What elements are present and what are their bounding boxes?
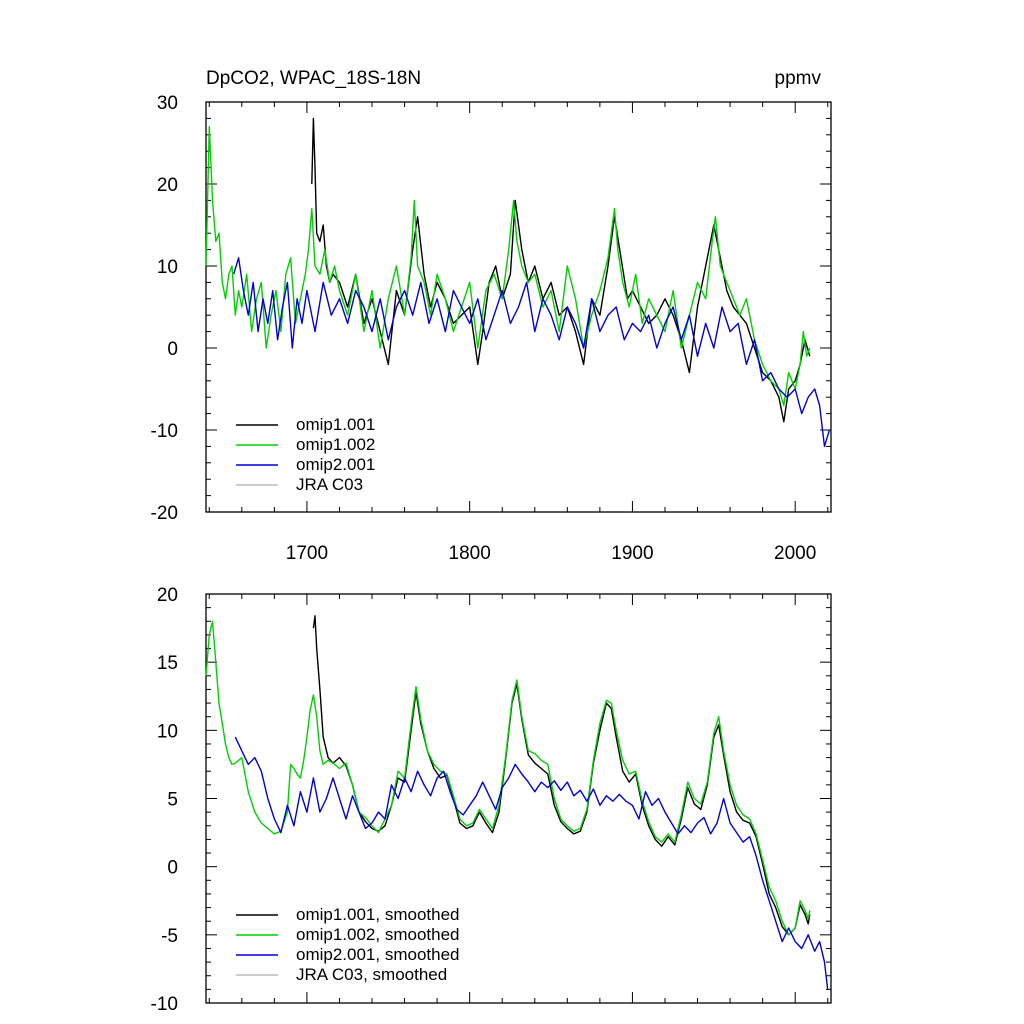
- panel1-ytick-label: -20: [151, 503, 178, 524]
- panel1-series-line-2: [205, 125, 811, 407]
- panel1-ytick-label: 10: [157, 257, 178, 278]
- panel2-ytick-label: 20: [157, 585, 178, 606]
- panel1-ytick-label: 20: [157, 175, 178, 196]
- panel2-ytick-label: 15: [157, 653, 178, 674]
- panel1-legend-label: JRA C03: [296, 475, 363, 494]
- panel2-series-line-3: [234, 736, 829, 990]
- panel1-xtick-label: 1800: [449, 543, 491, 564]
- panel1-legend-label: omip1.002: [296, 435, 375, 454]
- panel2-ytick-label: 10: [157, 721, 178, 742]
- panel2-legend-label: omip2.001, smoothed: [296, 945, 460, 964]
- panel1-xtick-label: 1900: [611, 543, 653, 564]
- panel2-series-line-2: [205, 620, 811, 936]
- panel1-xtick-label: 1700: [286, 543, 328, 564]
- panel2-legend-label: omip1.002, smoothed: [296, 925, 460, 944]
- panel1-units: ppmv: [775, 68, 822, 89]
- panel1-legend-label: omip2.001: [296, 455, 375, 474]
- panel2-legend-label: omip1.001, smoothed: [296, 905, 460, 924]
- panel1-xtick-label: 2000: [774, 543, 816, 564]
- panel2-ytick-label: 5: [167, 790, 178, 811]
- panel1-ytick-label: -10: [151, 421, 178, 442]
- panel2-ytick-label: -5: [161, 926, 178, 947]
- panel2-ytick-label: -10: [151, 994, 178, 1015]
- panel1-ytick-label: 0: [167, 339, 178, 360]
- panel2-legend-label: JRA C03, smoothed: [296, 965, 447, 984]
- panel1-frame: [205, 101, 832, 513]
- panel1-series-line-3: [233, 257, 831, 448]
- panel2-series-line-1: [312, 615, 811, 936]
- panel1-series-line-1: [311, 117, 811, 423]
- panel1-ytick-label: 30: [157, 93, 178, 114]
- panel1-legend-label: omip1.001: [296, 415, 375, 434]
- panel2-ytick-label: 0: [167, 858, 178, 879]
- panel1-title: DpCO2, WPAC_18S-18N: [206, 68, 421, 89]
